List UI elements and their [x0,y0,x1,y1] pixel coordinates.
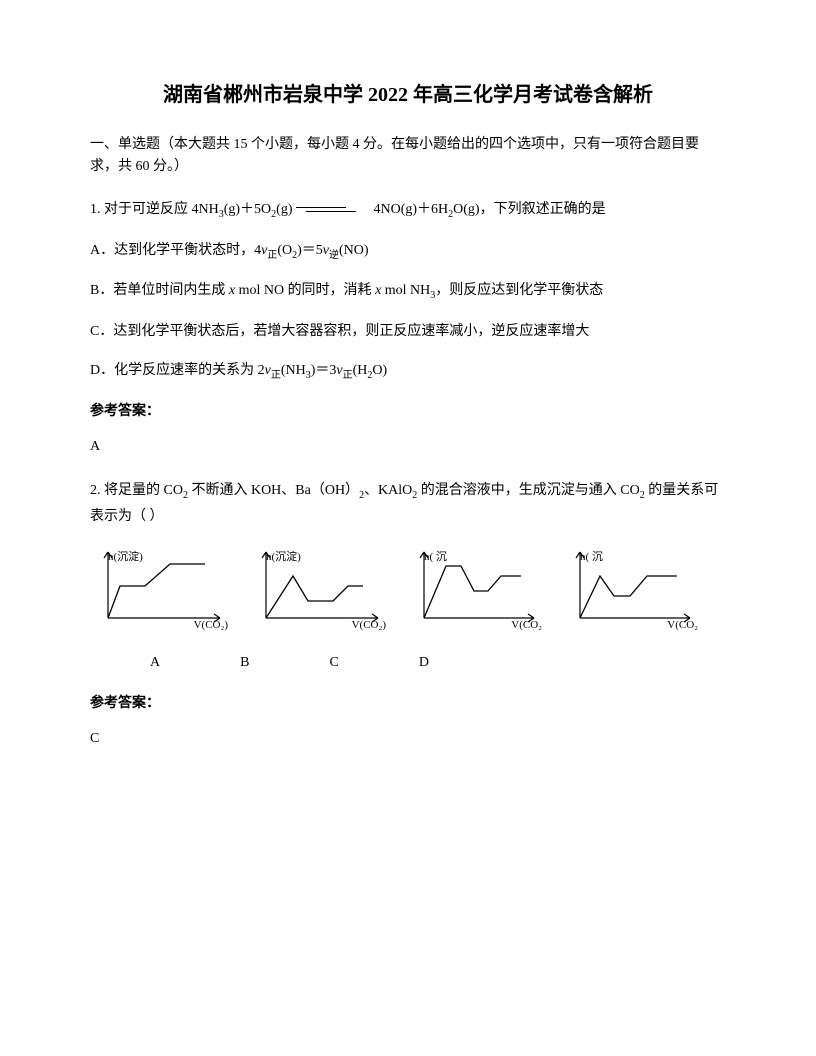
opt-text: A．达到化学平衡状态时，4 [90,243,261,258]
chart-xlabel: V(CO₂) [194,616,228,636]
q2-answer-label: 参考答案： [90,691,726,716]
opt-text: (H [353,363,368,378]
q2-chart-labels: A B C D [150,650,726,675]
q1-option-a: A．达到化学平衡状态时，4v正(O2)＝5v逆(NO) [90,238,726,265]
chart-xlabel: V(CO₂ [667,616,698,636]
chart-ylabel: n(沉淀) [108,548,143,568]
chart-label-A: A [150,650,160,675]
q2-text: 不断通入 KOH、Ba（OH） [188,483,359,498]
opt-text: mol NH [381,283,430,298]
q2-text: 的混合溶液中，生成沉淀与通入 CO [417,483,639,498]
equilibrium-arrow [296,205,356,215]
opt-text: ，则反应达到化学平衡状态 [435,283,603,298]
page-title: 湖南省郴州市岩泉中学 2022 年高三化学月考试卷含解析 [90,80,726,110]
q1-stem: 1. 对于可逆反应 4NH3(g)＋5O2(g) 4NO(g)＋6H2O(g)，… [90,197,726,224]
opt-text: (NH [281,363,306,378]
chart-xlabel: V(CO₂ [511,616,542,636]
q2-text: 、KAlO [364,483,412,498]
chart-ylabel: n( 沉 [424,548,447,568]
section-header: 一、单选题（本大题共 15 个小题，每小题 4 分。在每小题给出的四个选项中，只… [90,134,726,179]
question-2: 2. 将足量的 CO2 不断通入 KOH、Ba（OH）2、KAlO2 的混合溶液… [90,478,726,752]
q1-text: (g)＋5O [224,202,271,217]
q1-answer-label: 参考答案： [90,399,726,424]
chart-2: n( 沉 V(CO₂ [406,546,544,636]
q1-answer: A [90,434,726,459]
sub: 逆 [329,249,339,260]
q2-stem: 2. 将足量的 CO2 不断通入 KOH、Ba（OH）2、KAlO2 的混合溶液… [90,478,726,530]
q1-option-b: B．若单位时间内生成 x mol NO 的同时，消耗 x mol NH3，则反应… [90,278,726,305]
q2-answer: C [90,726,726,751]
opt-text: O) [372,363,387,378]
chart-ylabel: n( 沉 [580,548,603,568]
q1-option-c: C．达到化学平衡状态后，若增大容器容积，则正反应速率减小，逆反应速率增大 [90,319,726,344]
opt-text: )＝5 [297,243,323,258]
opt-text: )＝3 [311,363,337,378]
chart-ylabel: n(沉淀) [266,548,301,568]
opt-text: D．化学反应速率的关系为 2 [90,363,265,378]
q1-option-d: D．化学反应速率的关系为 2v正(NH3)＝3v正(H2O) [90,358,726,385]
q2-charts: n(沉淀) V(CO₂) n(沉淀) V(CO₂) n( 沉 V(CO₂ n( 沉 V(CO₂ [90,546,726,636]
sub: 正 [271,370,281,381]
chart-0: n(沉淀) V(CO₂) [90,546,230,636]
chart-label-C: C [329,650,338,675]
opt-text: B．若单位时间内生成 [90,283,229,298]
chart-label-D: D [419,650,429,675]
question-1: 1. 对于可逆反应 4NH3(g)＋5O2(g) 4NO(g)＋6H2O(g)，… [90,197,726,460]
q1-text: (g) [276,202,292,217]
chart-1: n(沉淀) V(CO₂) [248,546,388,636]
chart-label-B: B [240,650,249,675]
opt-text: (O [277,243,292,258]
q2-text: 2. 将足量的 CO [90,483,183,498]
q1-text: 1. 对于可逆反应 4NH [90,202,219,217]
opt-text: mol NO 的同时，消耗 [235,283,375,298]
q1-text: O(g)，下列叙述正确的是 [453,202,605,217]
chart-3: n( 沉 V(CO₂ [562,546,700,636]
sub: 正 [267,249,277,260]
sub: 正 [343,370,353,381]
q1-text: 4NO(g)＋6H [374,202,449,217]
chart-xlabel: V(CO₂) [352,616,386,636]
opt-text: (NO) [339,243,369,258]
